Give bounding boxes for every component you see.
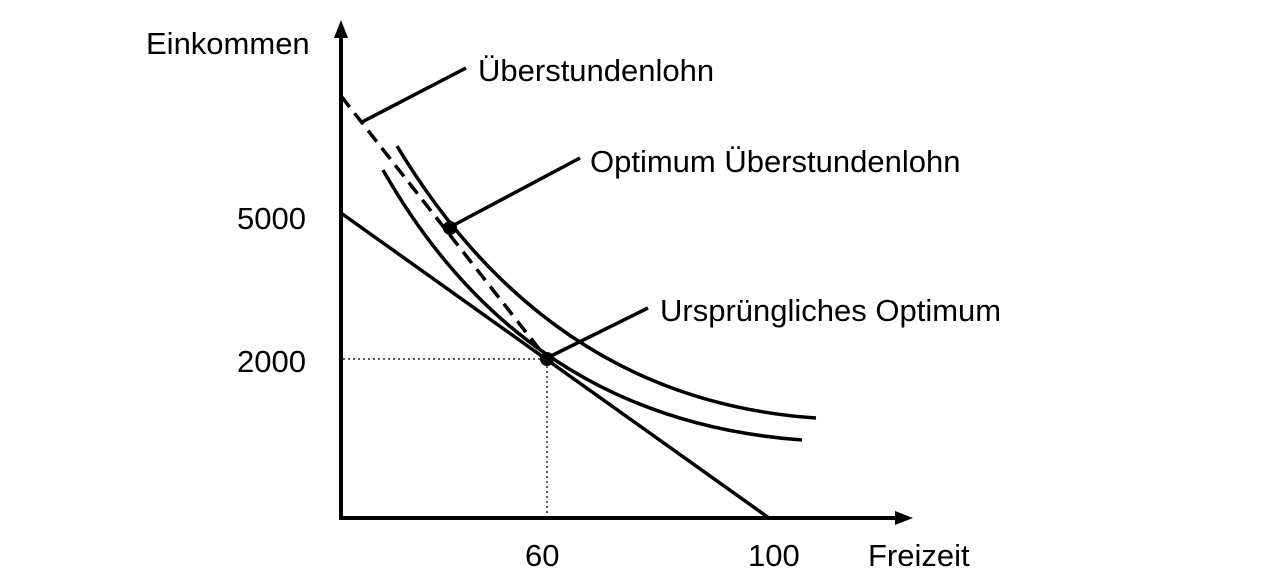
optimum-overtime-label: Optimum Überstundenlohn [590,144,960,179]
x-axis-label: Freizeit [868,538,970,573]
x-tick-100: 100 [748,538,800,573]
x-axis-arrowhead [895,511,913,525]
y-tick-2000: 2000 [237,344,306,379]
x-tick-60: 60 [525,538,559,573]
y-tick-5000: 5000 [237,201,306,236]
original-budget-line [339,211,771,520]
overtime-wage-label: Überstundenlohn [478,53,714,88]
indifference-curve-lower [381,169,803,442]
original-optimum-label: Ursprüngliches Optimum [660,293,1001,328]
leader-optimum-overtime [451,156,581,228]
y-axis-label: Einkommen [146,26,310,61]
y-axis-arrowhead [334,20,348,38]
indifference-curve-upper [395,145,817,420]
leader-original-optimum [548,306,649,359]
leader-overtime-wage [361,66,467,124]
